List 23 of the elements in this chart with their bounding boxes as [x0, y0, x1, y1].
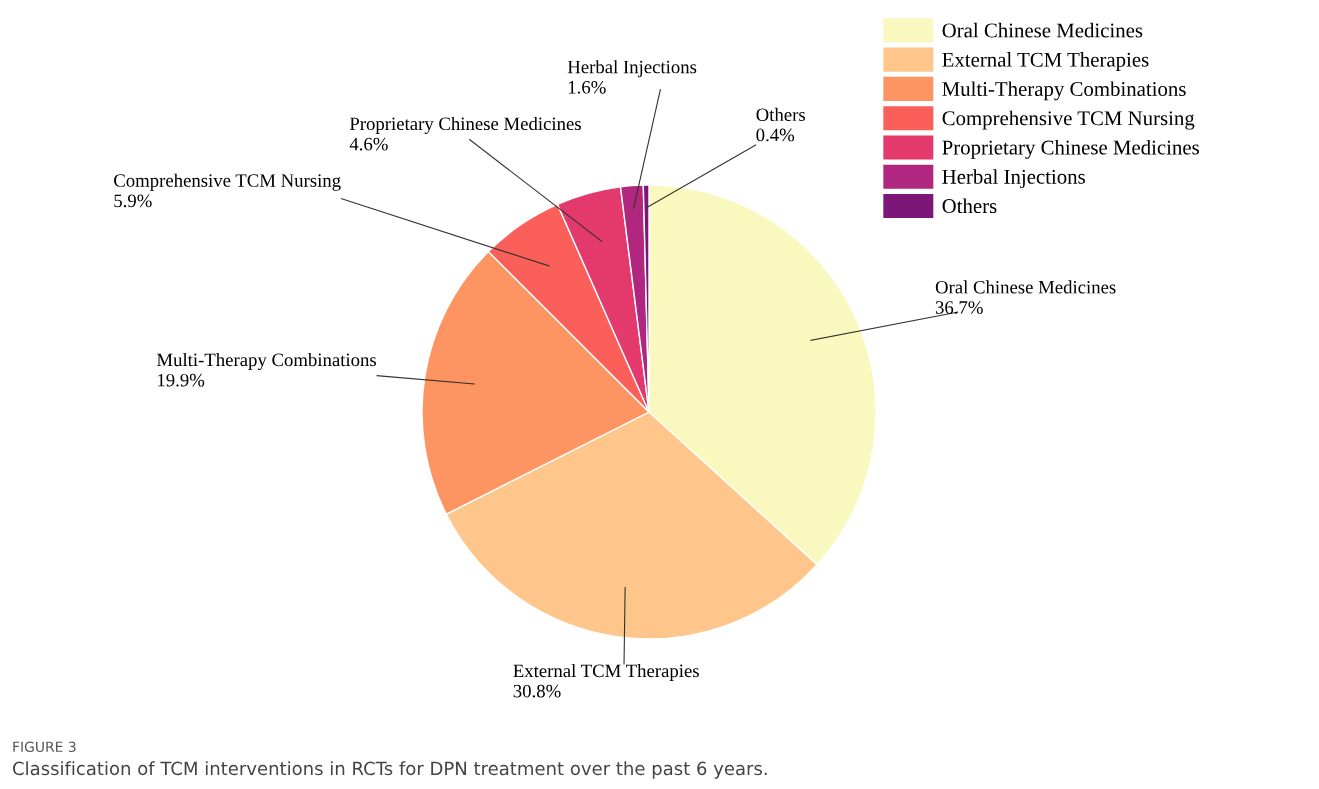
caption: FIGURE 3 [13, 741, 76, 753]
legend-label: Proprietary Chinese Medicines [942, 139, 1199, 159]
data-label: 19.9% [158, 373, 205, 387]
legend-label: Others [942, 198, 997, 214]
slice-label: Proprietary Chinese Medicines [349, 116, 581, 134]
data-label: 5.9% [114, 194, 152, 208]
slice-label: External TCM Therapies [513, 663, 699, 681]
legend-label: Comprehensive TCM Nursing [942, 110, 1195, 130]
data-label: 4.6% [349, 137, 388, 151]
data-label: 36.7% [935, 301, 983, 314]
slice-label: Herbal Injections [567, 60, 697, 78]
data-label: 1.6% [568, 80, 606, 94]
slice-label: Comprehensive TCM Nursing [114, 173, 341, 191]
legend-label: Herbal Injections [942, 169, 1085, 189]
slice-label: Others [756, 107, 805, 122]
legend-label: Multi-Therapy Combinations [942, 81, 1186, 101]
legend-label: Oral Chinese Medicines [942, 22, 1143, 38]
data-label: 0.4% [756, 128, 795, 142]
slice-label: Oral Chinese Medicines [935, 280, 1116, 294]
text: Classification of TCM interventions in RCTs for DPN treatment over the past 6 years. [13, 761, 767, 779]
data-label: 30.8% [513, 684, 561, 698]
slice-label: Multi-Therapy Combinations [156, 352, 377, 371]
legend-label: External TCM Therapies [942, 52, 1149, 71]
